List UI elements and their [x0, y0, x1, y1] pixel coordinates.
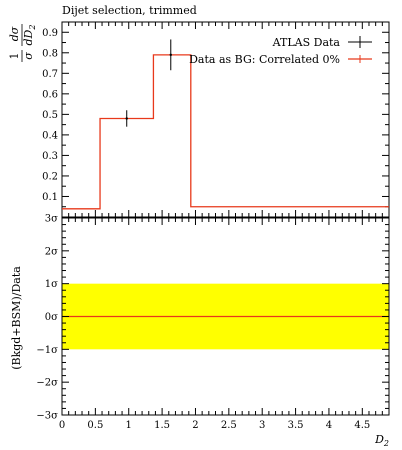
lower-ytick-label: 2σ — [45, 246, 58, 257]
xtick-label: 4 — [326, 420, 332, 431]
legend-label-bg: Data as BG: Correlated 0% — [189, 53, 340, 66]
bg-histogram-line — [62, 54, 389, 210]
xtick-label: 1.5 — [154, 420, 170, 431]
lower-x-ticks: 0 0.5 1 1.5 2 2.5 3 3.5 4 4.5 — [59, 218, 390, 431]
xtick-label: 3.5 — [288, 420, 304, 431]
upper-ytick-label: 0.3 — [42, 151, 58, 162]
x-axis-title-sub: 2 — [383, 439, 389, 448]
xtick-label: 2.5 — [221, 420, 237, 431]
legend-label-atlas: ATLAS Data — [272, 36, 341, 49]
xtick-label: 3 — [259, 420, 265, 431]
lower-y-axis-title: (Bkgd+BSM)/Data — [10, 266, 23, 370]
upper-ytick-label: 0.4 — [42, 130, 58, 141]
bg-histogram — [62, 54, 389, 210]
upper-y-ticks: 0.1 0.2 0.3 0.4 0.5 0.6 0.7 0.8 0.9 — [42, 28, 389, 208]
xtick-label: 0 — [59, 420, 65, 431]
lower-ytick-label: −1σ — [36, 345, 58, 356]
x-axis-title-main: D — [374, 433, 384, 446]
upper-ytick-label: 0.5 — [42, 110, 58, 121]
lower-ytick-label: 1σ — [45, 279, 58, 290]
upper-ytick-label: 0.1 — [42, 192, 58, 203]
ylabel-den: dD2 — [22, 25, 37, 46]
lower-ytick-label: 0σ — [45, 312, 58, 323]
upper-ytick-label: 0.9 — [42, 28, 58, 39]
atlas-data-points — [125, 39, 172, 127]
upper-ytick-label: 0.8 — [42, 48, 58, 59]
upper-panel: 0.1 0.2 0.3 0.4 0.5 0.6 0.7 0.8 0.9 1 σ dσ dD2 A… — [8, 21, 390, 218]
ylabel-den-main: dD — [22, 29, 35, 45]
lower-ytick-label: 3σ — [45, 214, 58, 225]
xtick-label: 1 — [126, 420, 132, 431]
lower-ytick-label: −2σ — [36, 378, 58, 389]
upper-ytick-label: 0.2 — [42, 171, 58, 182]
ylabel-den-sub: 2 — [28, 25, 37, 31]
xtick-label: 2 — [192, 420, 198, 431]
x-axis-title: D2 — [374, 433, 389, 448]
ylabel-prefix-num: 1 — [8, 53, 21, 60]
atlas-data-point — [169, 53, 172, 57]
legend-marker-atlas — [348, 36, 372, 48]
upper-x-ticks — [61, 22, 390, 217]
upper-ytick-label: 0.6 — [42, 89, 58, 100]
upper-y-axis-title: 1 σ dσ dD2 — [8, 24, 37, 62]
upper-plot-frame — [61, 21, 390, 218]
legend: ATLAS Data Data as BG: Correlated 0% — [189, 36, 372, 66]
lower-panel: 3σ 2σ 1σ 0σ −1σ −2σ −3σ 0 0.5 1 1.5 2 2.5 3 3.5 4 4.5 (… — [10, 214, 390, 448]
atlas-data-point — [125, 117, 128, 120]
ylabel-num: dσ — [8, 26, 21, 41]
ylabel-prefix-den: σ — [22, 52, 35, 60]
xtick-label: 4.5 — [354, 420, 370, 431]
lower-ytick-label: −3σ — [36, 411, 58, 422]
chart-title: Dijet selection, trimmed — [62, 4, 197, 17]
xtick-label: 0.5 — [87, 420, 103, 431]
legend-marker-bg — [348, 55, 372, 63]
upper-ytick-label: 0.7 — [42, 69, 58, 80]
lower-y-ticks: 3σ 2σ 1σ 0σ −1σ −2σ −3σ — [36, 214, 389, 422]
